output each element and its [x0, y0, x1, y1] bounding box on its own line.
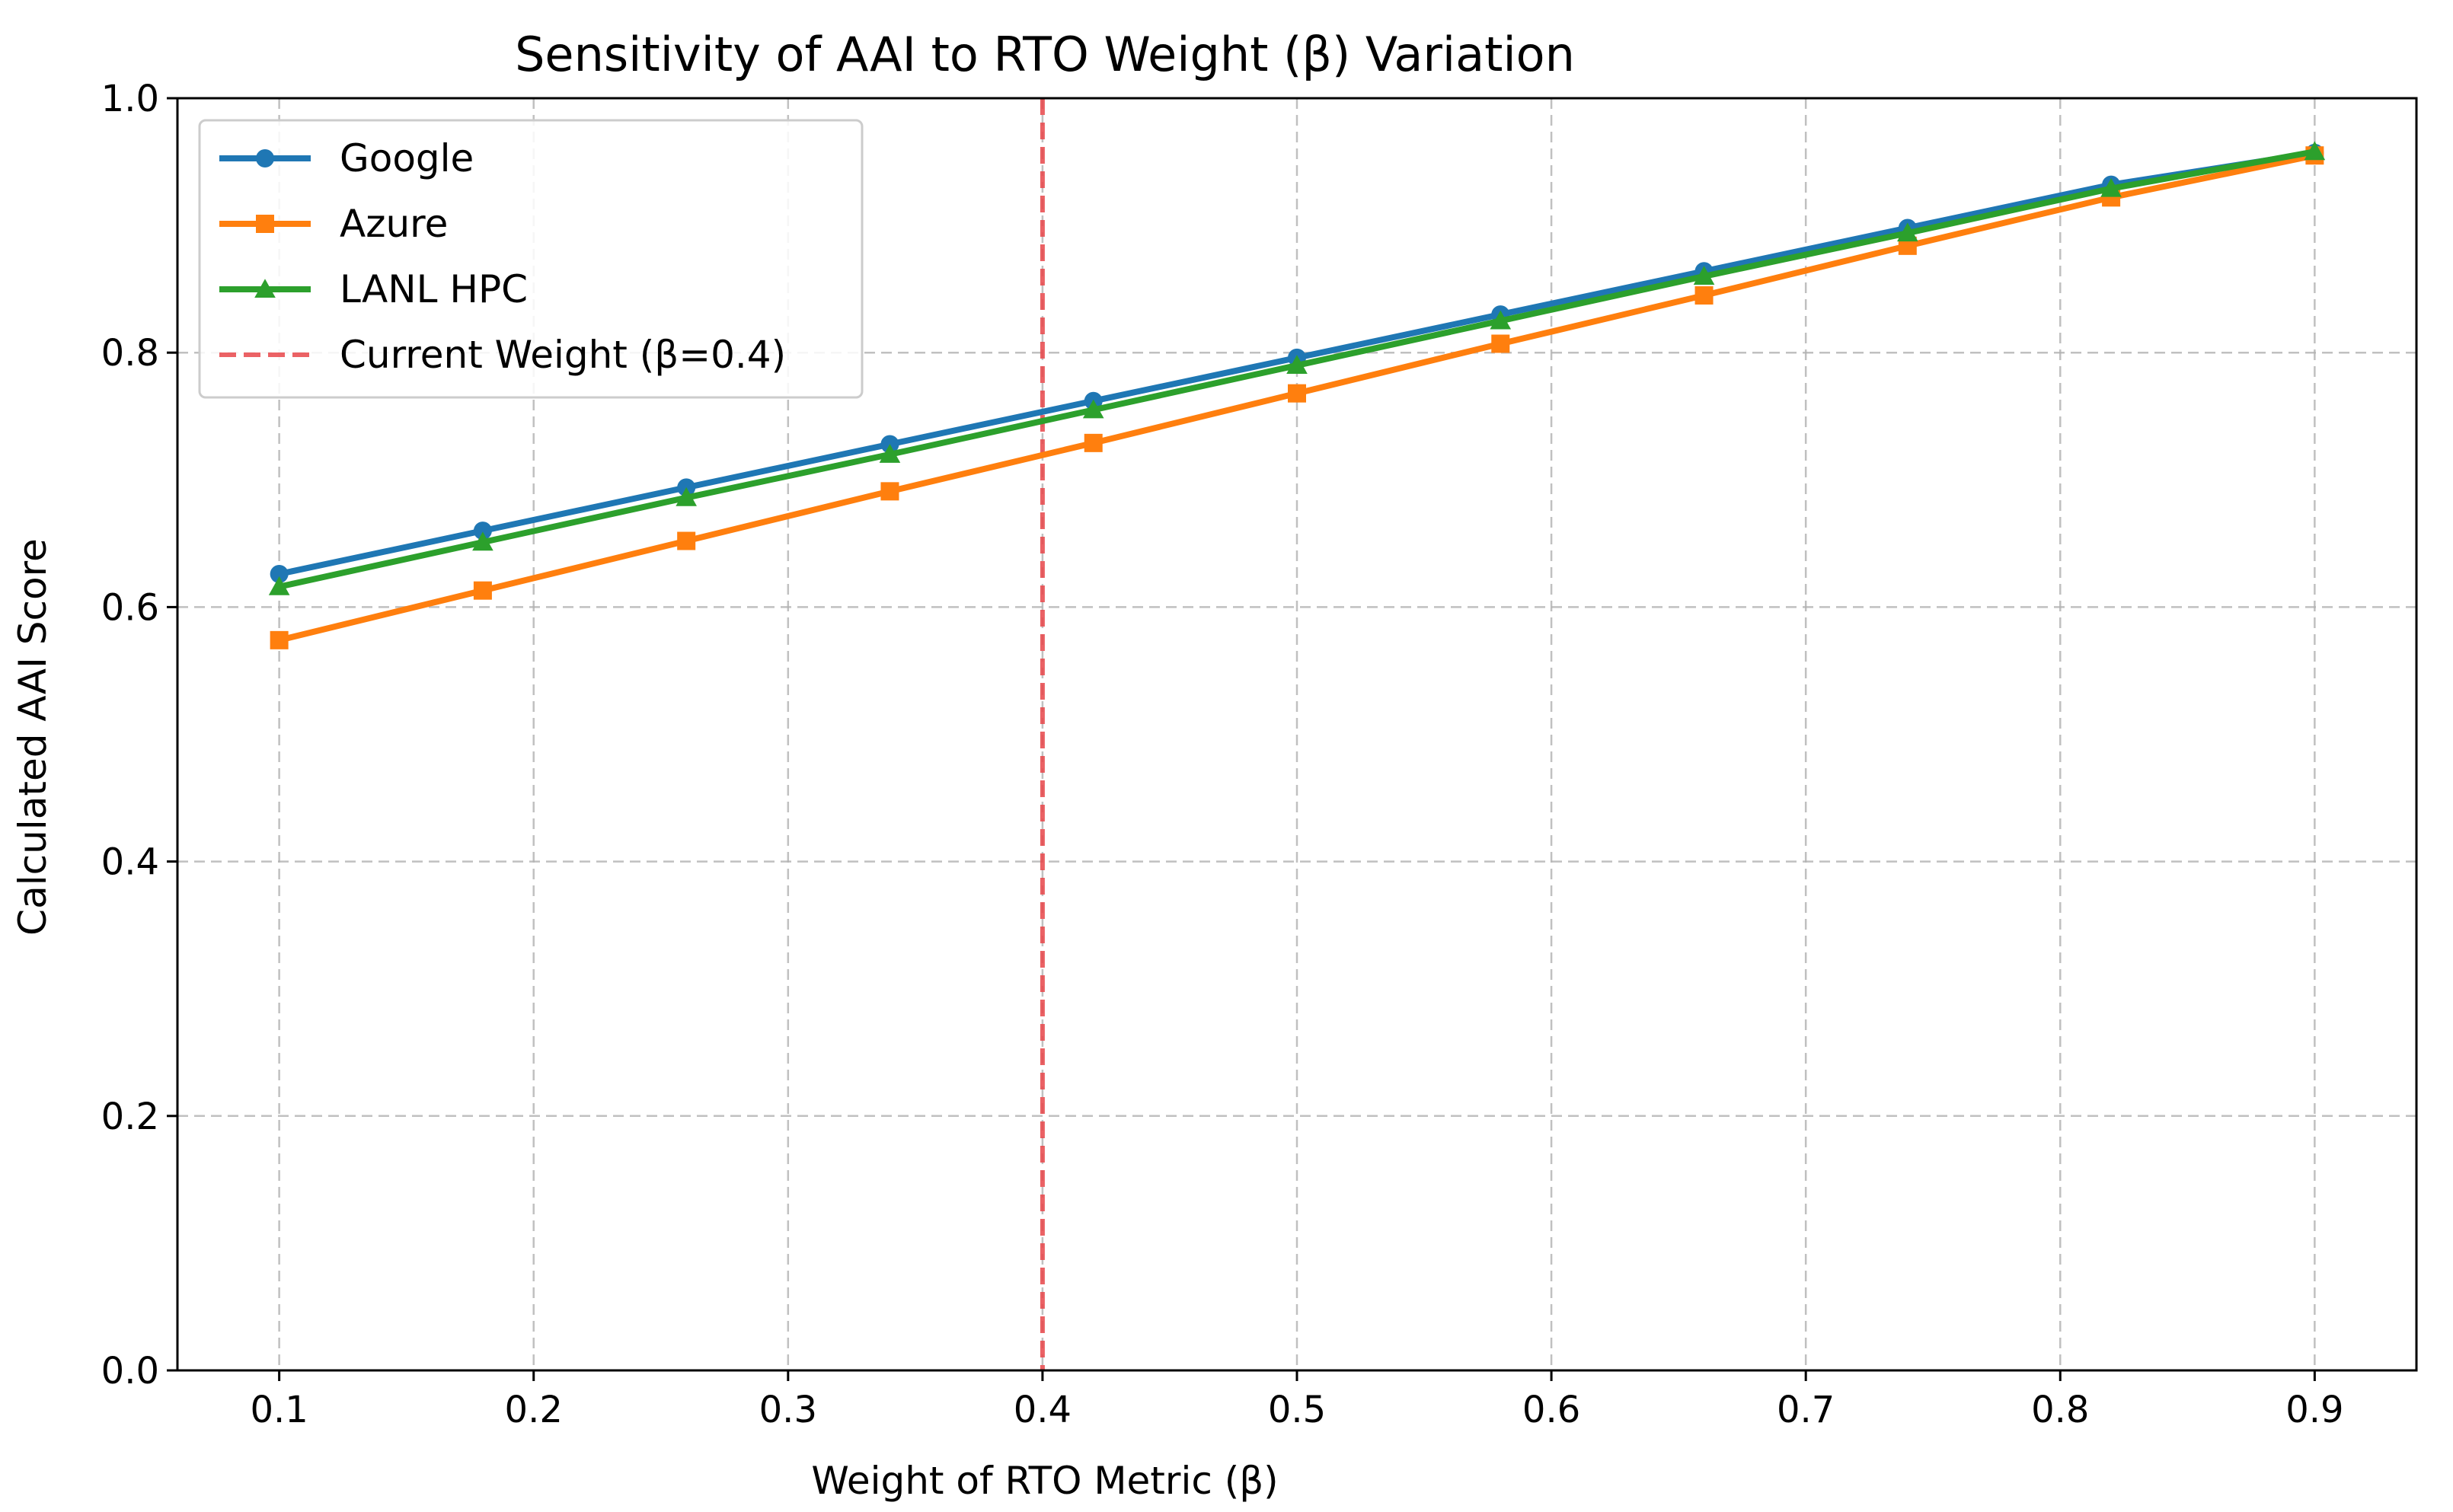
x-tick-label: 0.3: [759, 1389, 817, 1431]
x-tick-label: 0.6: [1522, 1389, 1580, 1431]
x-tick-label: 0.1: [250, 1389, 308, 1431]
data-point: [472, 531, 493, 551]
legend-box: [198, 119, 864, 399]
x-axis-label: Weight of RTO Metric (β): [811, 1459, 1278, 1503]
data-point: [1897, 222, 1918, 242]
legend: Google Azure LANL HPC Current Weight (β=0.4…: [198, 119, 864, 399]
x-tick-label: 0.8: [2031, 1389, 2089, 1431]
chart-title: Sensitivity of AAI to RTO Weight (β) Var…: [515, 27, 1575, 82]
data-point: [473, 581, 492, 600]
x-tick-label: 0.9: [2285, 1389, 2343, 1431]
legend-marker: [256, 149, 274, 167]
y-tick-label: 0.8: [101, 332, 159, 375]
data-point: [270, 630, 289, 649]
data-point: [2304, 141, 2326, 161]
legend-label: LANL HPC: [340, 267, 528, 311]
x-tick-label: 0.4: [1014, 1389, 1072, 1431]
data-point: [1288, 384, 1306, 403]
legend-entry: Azure: [219, 202, 448, 246]
legend-marker: [256, 215, 274, 233]
x-tick-label: 0.7: [1777, 1389, 1835, 1431]
legend-entry: Google: [219, 136, 474, 180]
legend-label: Google: [340, 136, 474, 180]
y-tick-label: 0.2: [101, 1096, 159, 1138]
data-point: [473, 522, 492, 541]
y-tick-label: 0.0: [101, 1350, 159, 1392]
data-point: [268, 576, 290, 595]
data-point: [1693, 266, 1715, 285]
data-point: [1084, 433, 1103, 452]
legend-entry: Current Weight (β=0.4): [219, 333, 786, 377]
data-point: [1694, 286, 1714, 305]
x-tick-label: 0.2: [505, 1389, 563, 1431]
data-point: [676, 486, 697, 506]
y-tick-label: 1.0: [101, 78, 159, 120]
y-tick-label: 0.4: [101, 841, 159, 884]
y-axis-label: Calculated AAI Score: [11, 538, 55, 936]
legend-label: Azure: [340, 202, 448, 246]
data-point: [879, 444, 901, 463]
data-point: [1082, 399, 1104, 419]
series-layer: [268, 141, 2326, 649]
data-point: [1491, 334, 1510, 353]
x-tick-label: 0.5: [1268, 1389, 1326, 1431]
data-point: [270, 564, 289, 583]
series-lanl-hpc: [268, 141, 2326, 595]
data-point: [1490, 310, 1512, 330]
data-point: [2100, 177, 2122, 197]
data-point: [880, 482, 899, 501]
data-point: [1286, 355, 1308, 374]
legend-marker: [254, 279, 276, 298]
data-point: [677, 531, 696, 550]
legend-label: Current Weight (β=0.4): [340, 333, 786, 377]
legend-entry: LANL HPC: [219, 267, 528, 311]
ticks: 0.1 0.2 0.3 0.4 0.5 0.6 0.7 0.8 0.9 0.0 0.2 0.4 0.6 0…: [101, 78, 2344, 1431]
y-tick-label: 0.6: [101, 586, 159, 629]
